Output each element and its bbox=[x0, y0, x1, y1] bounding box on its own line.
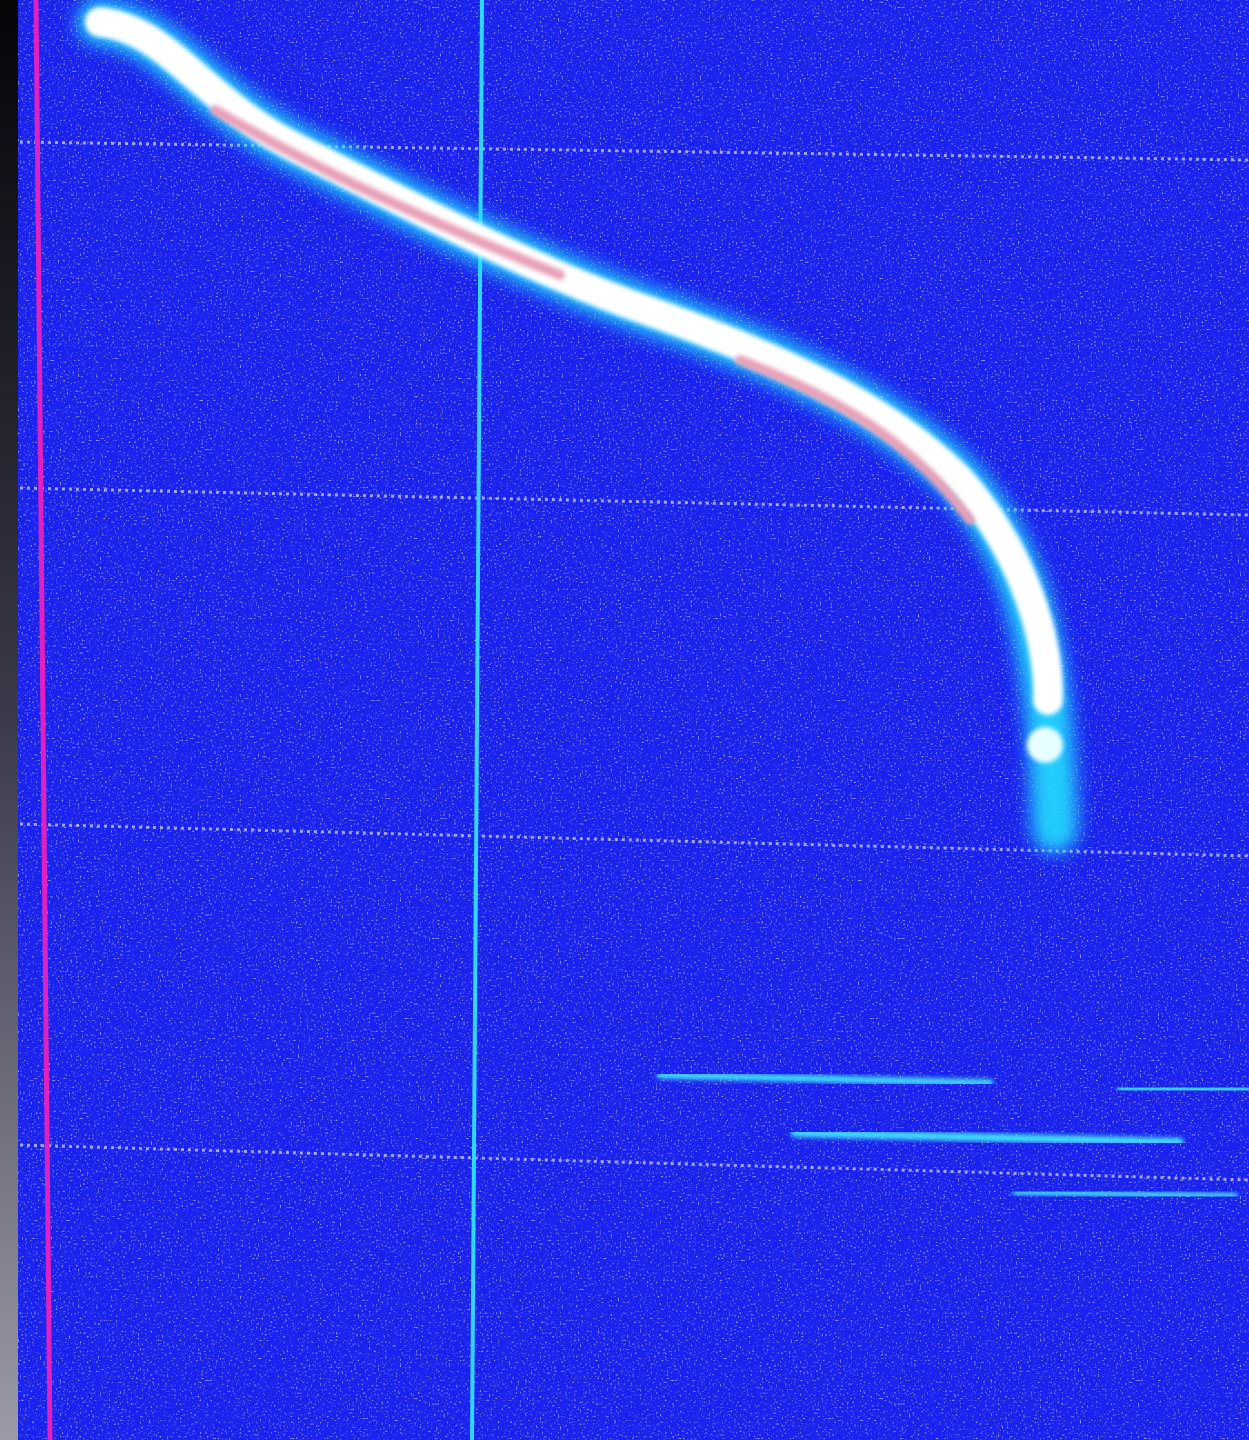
trace-core bbox=[85, 7, 1064, 715]
grid-lines bbox=[19, 140, 1249, 1182]
streak bbox=[656, 1071, 994, 1087]
trace-fade bbox=[1027, 727, 1063, 763]
trace-peak bbox=[210, 105, 975, 525]
grid-line bbox=[19, 140, 1249, 162]
marker-line bbox=[33, 0, 53, 1440]
grid-line bbox=[19, 1143, 1249, 1182]
streak bbox=[1012, 1189, 1238, 1199]
grid-line bbox=[19, 486, 1249, 517]
grid-line bbox=[19, 822, 1249, 858]
streak bbox=[1116, 1084, 1249, 1094]
screen-edge bbox=[0, 0, 20, 1440]
streak bbox=[791, 1129, 1184, 1146]
carrier-streaks bbox=[656, 1071, 1249, 1199]
signal-trace bbox=[77, 0, 1078, 853]
